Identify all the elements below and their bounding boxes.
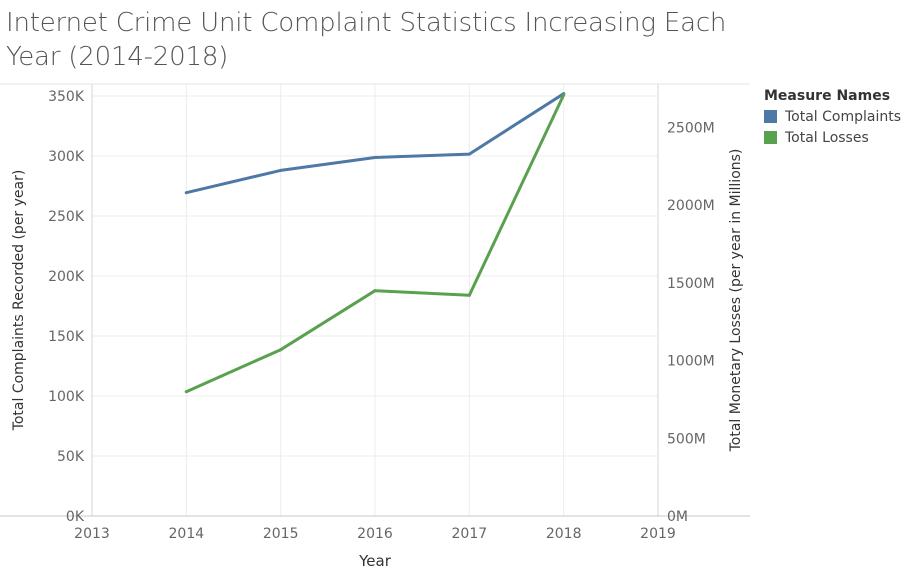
data-point-total-complaints bbox=[184, 191, 188, 195]
x-tick-label: 2017 bbox=[452, 526, 488, 542]
gridlines bbox=[91, 84, 659, 516]
x-tick-label: 2019 bbox=[640, 526, 676, 542]
data-point-total-losses bbox=[467, 293, 471, 297]
y-left-tick-label: 200K bbox=[48, 269, 85, 285]
y-left-tick-label: 100K bbox=[48, 389, 85, 405]
y-left-tick-label: 300K bbox=[48, 149, 85, 165]
data-point-total-losses bbox=[562, 93, 566, 97]
legend-item-total-losses[interactable]: Total Losses bbox=[764, 127, 901, 148]
chart-title: Internet Crime Unit Complaint Statistics… bbox=[6, 8, 727, 72]
x-tick-label: 2016 bbox=[357, 526, 393, 542]
y-left-tick-label: 50K bbox=[57, 449, 85, 465]
data-point-total-losses bbox=[279, 348, 283, 352]
axes bbox=[0, 83, 750, 517]
x-tick-label: 2018 bbox=[546, 526, 582, 542]
x-tick-label: 2013 bbox=[74, 526, 110, 542]
y-right-tick-label: 2000M bbox=[667, 198, 715, 214]
y-left-tick-label: 150K bbox=[48, 329, 85, 345]
y-left-tick-label: 250K bbox=[48, 209, 85, 225]
y-left-tick-label: 350K bbox=[48, 89, 85, 105]
y-right-axis-title: Total Monetary Losses (per year in Milli… bbox=[728, 149, 744, 453]
legend-label: Total Losses bbox=[785, 129, 869, 146]
y-right-tick-label: 0M bbox=[667, 509, 688, 525]
data-point-total-complaints bbox=[373, 156, 377, 160]
data-point-total-complaints bbox=[467, 152, 471, 156]
y-right-tick-label: 500M bbox=[667, 431, 706, 447]
y-left-axis-title: Total Complaints Recorded (per year) bbox=[11, 170, 27, 432]
data-point-total-losses bbox=[373, 289, 377, 293]
line-chart: 0K 50K 100K 150K 200K 250K 300K 350K 0M 500M 1000M… bbox=[0, 83, 750, 570]
series-lines bbox=[184, 92, 566, 394]
axis-labels: 0K 50K 100K 150K 200K 250K 300K 350K 0M 500M 1000M… bbox=[11, 89, 744, 570]
legend-title: Measure Names bbox=[764, 88, 891, 104]
legend-swatch bbox=[764, 131, 777, 144]
x-axis-title: Year bbox=[358, 552, 392, 570]
y-left-tick-label: 0K bbox=[66, 509, 85, 525]
y-right-tick-label: 2500M bbox=[667, 121, 715, 137]
y-right-tick-label: 1000M bbox=[667, 354, 715, 370]
legend-label: Total Complaints bbox=[785, 108, 902, 125]
legend-swatch bbox=[764, 110, 777, 123]
x-tick-label: 2015 bbox=[263, 526, 299, 542]
legend-item-total-complaints[interactable]: Total Complaints bbox=[764, 106, 901, 127]
legend: Measure Names Total Complaints Total Los… bbox=[764, 88, 901, 148]
y-right-tick-label: 1500M bbox=[667, 276, 715, 292]
data-point-total-losses bbox=[184, 390, 188, 394]
x-tick-label: 2014 bbox=[169, 526, 205, 542]
data-point-total-complaints bbox=[279, 168, 283, 172]
